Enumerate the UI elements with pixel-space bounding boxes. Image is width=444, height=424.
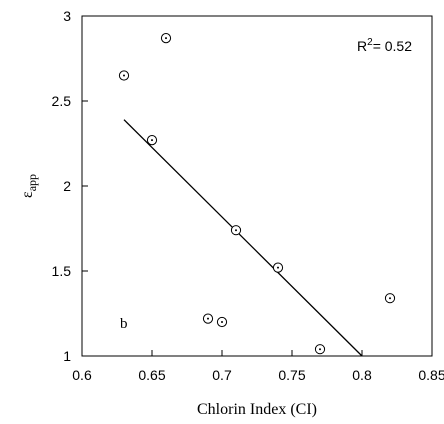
regression-line: [123, 119, 363, 357]
data-point: [314, 344, 326, 355]
data-point: [146, 135, 158, 146]
x-tick-label: 0.8: [352, 367, 372, 383]
y-axis-title: εapp: [19, 174, 39, 198]
data-point: [384, 293, 396, 304]
y-tick-label: 1.5: [52, 263, 72, 279]
y-tick-label: 2: [63, 178, 71, 194]
x-tick-label: 0.75: [278, 367, 305, 383]
y-tick-label: 3: [63, 8, 71, 24]
x-tick-label: 0.7: [212, 367, 232, 383]
data-point: [160, 33, 172, 44]
y-tick-label: 2.5: [52, 93, 72, 109]
data-point: [202, 313, 214, 324]
data-point: [216, 316, 228, 328]
x-axis-title: Chlorin Index (CI): [197, 401, 317, 418]
x-tick-label: 0.65: [138, 367, 165, 383]
data-point: [272, 262, 284, 273]
y-axis-ticks: 1 1.5 2 2.5 3: [52, 8, 88, 364]
y-tick-label: 1: [63, 348, 71, 364]
data-points: [118, 33, 396, 355]
x-tick-label: 0.85: [418, 367, 444, 383]
x-tick-label: 0.6: [72, 367, 92, 383]
panel-label: b: [120, 316, 128, 332]
data-point: [118, 70, 130, 81]
r-squared-annotation: R2= 0.52: [357, 37, 412, 54]
x-axis-ticks: 0.6 0.65 0.7 0.75 0.8 0.85: [72, 350, 444, 383]
plot-frame: [81, 15, 433, 357]
data-point: [230, 225, 242, 236]
